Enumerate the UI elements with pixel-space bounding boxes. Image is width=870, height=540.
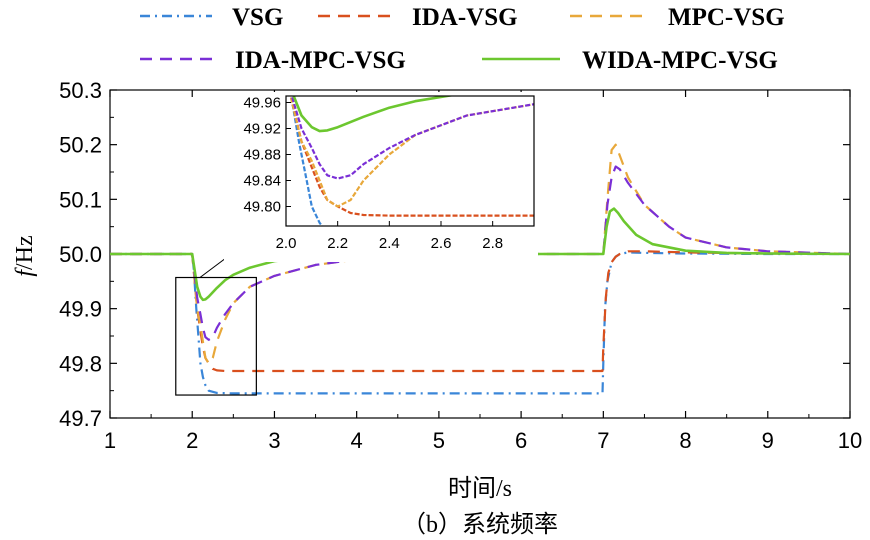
y-axis-label-unit: /Hz: [12, 235, 38, 270]
inset-y-tick-label: 49.88: [243, 147, 281, 164]
x-tick-label: 6: [515, 428, 527, 453]
figure-caption: （b）系统频率: [402, 511, 558, 538]
x-tick-label: 5: [433, 428, 445, 453]
inset-y-tick-label: 49.96: [243, 95, 281, 112]
inset-x-tick-label: 2.4: [379, 235, 400, 252]
legend-label-vsg: VSG: [232, 4, 283, 31]
x-tick-label: 9: [762, 428, 774, 453]
inset-x-tick-label: 2.6: [431, 235, 452, 252]
x-tick-label: 10: [838, 428, 862, 453]
y-tick-label: 49.9: [59, 297, 102, 322]
series-line-vsg: [110, 251, 850, 395]
x-tick-label: 2: [186, 428, 198, 453]
legend-label-wida-mpc-vsg: WIDA-MPC-VSG: [582, 47, 778, 74]
inset-y-tick-label: 49.92: [243, 121, 281, 138]
y-tick-label: 50.3: [59, 78, 102, 103]
inset-y-tick-label: 49.84: [243, 173, 281, 190]
inset-background: [224, 92, 538, 262]
legend: VSG IDA-VSG MPC-VSG IDA-MPC-VSG WIDA-MPC-VSG: [140, 4, 785, 74]
inset-series-line-vsg: [290, 96, 324, 226]
inset-x-tick-label: 2.2: [327, 235, 348, 252]
series-line-ida-mpc-vsg: [110, 165, 851, 341]
x-tick-label: 3: [268, 428, 280, 453]
y-tick-label: 49.7: [59, 406, 102, 431]
x-tick-label: 4: [351, 428, 363, 453]
legend-label-ida-mpc-vsg: IDA-MPC-VSG: [235, 47, 406, 74]
series-line-mpc-vsg: [110, 143, 851, 365]
y-axis-label: f/Hz: [12, 235, 38, 276]
inset-series-group: [289, 96, 534, 226]
inset-series-line-wida-mpc-vsg: [292, 96, 455, 133]
inset-series-line-mpc-vsg: [289, 96, 534, 208]
inset-plot-area: 2.0 2.2 2.4 2.6 2.8 49.80 49.84 49.88 49.92 49.96: [199, 92, 538, 278]
axis-labels: 时间/s f/Hz （b）系统频率: [12, 235, 558, 538]
y-tick-label: 50.0: [59, 242, 102, 267]
legend-label-mpc-vsg: MPC-VSG: [668, 4, 785, 31]
series-line-ida-vsg: [110, 250, 851, 373]
y-axis-label-symbol: f: [12, 267, 38, 277]
x-tick-label: 1: [104, 428, 116, 453]
inset-x-tick-label: 2.0: [276, 235, 297, 252]
inset-x-tick-label: 2.8: [482, 235, 503, 252]
y-tick-label: 50.1: [59, 187, 102, 212]
legend-label-ida-vsg: IDA-VSG: [412, 4, 518, 31]
inset-frame: [285, 95, 535, 227]
y-tick-label: 49.8: [59, 351, 102, 376]
inset-y-tick-label: 49.80: [243, 199, 281, 216]
x-axis-label: 时间/s: [448, 475, 512, 502]
x-tick-label: 7: [597, 428, 609, 453]
x-tick-label: 8: [679, 428, 691, 453]
y-tick-label: 50.2: [59, 133, 102, 158]
zoom-region-box: [175, 276, 257, 396]
